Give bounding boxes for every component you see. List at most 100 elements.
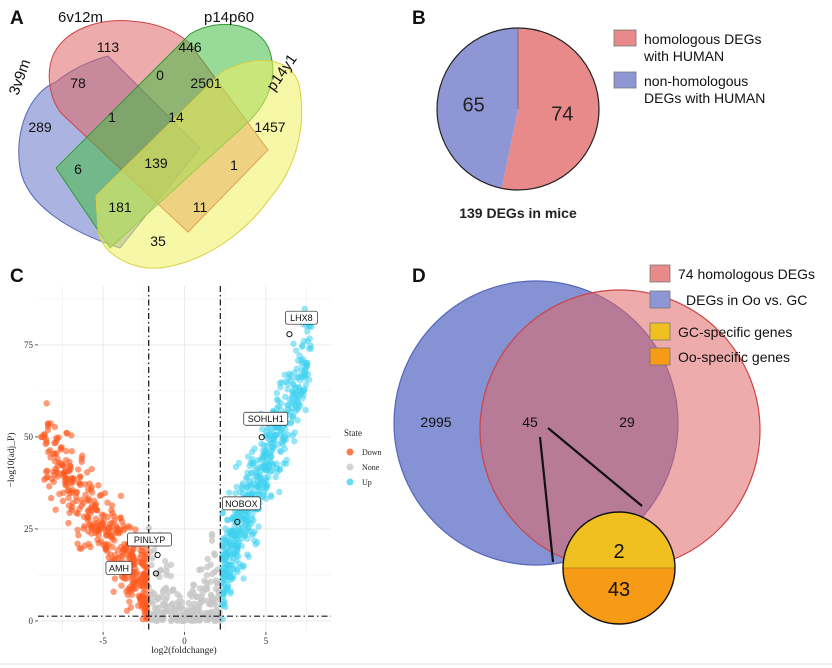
volcano-point <box>220 543 227 550</box>
volcano-point <box>54 463 61 470</box>
volcano-point <box>277 447 284 455</box>
volcano-point <box>294 417 301 424</box>
volcano-point <box>100 512 108 519</box>
breakdown-oo-value: 43 <box>608 579 630 601</box>
volcano-point <box>267 453 275 460</box>
volcano-point <box>299 343 306 350</box>
volcano-point <box>248 469 256 476</box>
x-tick-label: 0 <box>182 636 187 646</box>
volcano-point <box>167 572 174 580</box>
venn-d-count: 2995 <box>420 414 451 430</box>
volcano-point <box>300 337 308 345</box>
y-tick-label: 75 <box>24 340 34 350</box>
volcano-point <box>283 456 290 464</box>
volcano-point <box>94 522 101 529</box>
gene-label: AMH <box>109 563 129 573</box>
volcano-point <box>302 381 310 388</box>
volcano-point <box>47 494 55 502</box>
volcano-point <box>293 390 300 398</box>
venn-a-count: 181 <box>108 199 132 215</box>
volcano-point <box>226 568 234 576</box>
volcano-point <box>254 482 262 489</box>
volcano-point <box>184 609 191 616</box>
panel-letter-a: A <box>10 8 24 29</box>
legend-label: with HUMAN <box>643 48 724 64</box>
volcano-point <box>190 589 197 597</box>
volcano-point <box>244 469 251 476</box>
gene-label: LHX8 <box>290 313 313 323</box>
panel-letter-d: D <box>412 266 426 287</box>
venn-a-count: 289 <box>28 119 52 135</box>
volcano-point <box>208 537 216 544</box>
volcano-point <box>117 543 125 551</box>
volcano-point <box>125 523 132 530</box>
gene-marker <box>234 518 241 525</box>
volcano-point <box>219 509 226 517</box>
volcano-point <box>52 506 59 513</box>
volcano-point <box>80 499 87 507</box>
volcano-point <box>126 598 133 605</box>
volcano-point <box>160 602 167 609</box>
volcano-point <box>140 589 147 596</box>
volcano-point <box>73 509 80 516</box>
volcano-point <box>60 463 68 470</box>
volcano-point <box>204 555 211 563</box>
volcano-point <box>253 539 261 546</box>
volcano-point <box>65 519 72 527</box>
volcano-point <box>123 607 131 614</box>
venn-a-count: 1457 <box>254 119 285 135</box>
volcano-point <box>115 526 122 533</box>
volcano-point <box>64 481 71 489</box>
breakdown-outline <box>562 511 676 625</box>
venn-a-count: 1 <box>230 157 238 173</box>
volcano-point <box>108 502 116 509</box>
volcano-point <box>87 509 94 517</box>
gene-label-box <box>285 310 318 325</box>
volcano-point <box>256 471 263 478</box>
gene-label: NOBOX <box>225 499 258 509</box>
volcano-point <box>298 360 305 368</box>
volcano-point <box>93 506 101 514</box>
volcano-point <box>68 489 76 496</box>
volcano-point <box>262 476 270 484</box>
venn-set-label: p14p60 <box>204 9 254 26</box>
x-axis-title: log2(foldchange) <box>151 645 216 656</box>
venn-a-numbers: 113 446 78 0 2501 289 1 14 1457 6 139 1 181 11 35 <box>28 39 285 249</box>
volcano-point <box>268 493 275 500</box>
venn-a-count: 0 <box>156 67 164 83</box>
volcano-point <box>68 432 75 439</box>
volcano-point <box>66 509 73 517</box>
volcano-point <box>201 577 208 585</box>
volcano-point <box>249 530 257 538</box>
volcano-point <box>285 401 292 409</box>
volcano-point <box>227 590 234 597</box>
volcano-point <box>55 434 62 441</box>
volcano-point <box>117 553 124 560</box>
volcano-point <box>226 527 233 534</box>
volcano-point <box>268 433 275 440</box>
legend-swatch-oo-specific <box>649 347 671 366</box>
volcano-point <box>220 588 227 596</box>
gene-label-box <box>127 532 172 547</box>
volcano-point <box>54 473 61 480</box>
volcano-point <box>222 560 230 567</box>
volcano-point <box>273 396 281 403</box>
volcano-point <box>276 488 283 496</box>
volcano-point <box>225 489 233 496</box>
venn-a-count: 2501 <box>190 75 221 91</box>
legend-swatch-homologous-degs <box>649 264 671 283</box>
y-tick-label: 50 <box>24 432 34 442</box>
pie-caption: 139 DEGs in mice <box>459 205 577 221</box>
volcano-point <box>68 474 75 482</box>
volcano-point <box>249 489 257 496</box>
volcano-point <box>305 376 313 383</box>
volcano-point <box>110 588 117 595</box>
y-tick-label: 0 <box>29 616 34 626</box>
volcano-point <box>158 593 166 600</box>
volcano-point <box>145 524 153 532</box>
volcano-point <box>212 597 220 604</box>
volcano-point <box>126 587 133 595</box>
volcano-point <box>129 553 137 560</box>
volcano-point <box>273 431 280 438</box>
volcano-point <box>289 432 296 439</box>
